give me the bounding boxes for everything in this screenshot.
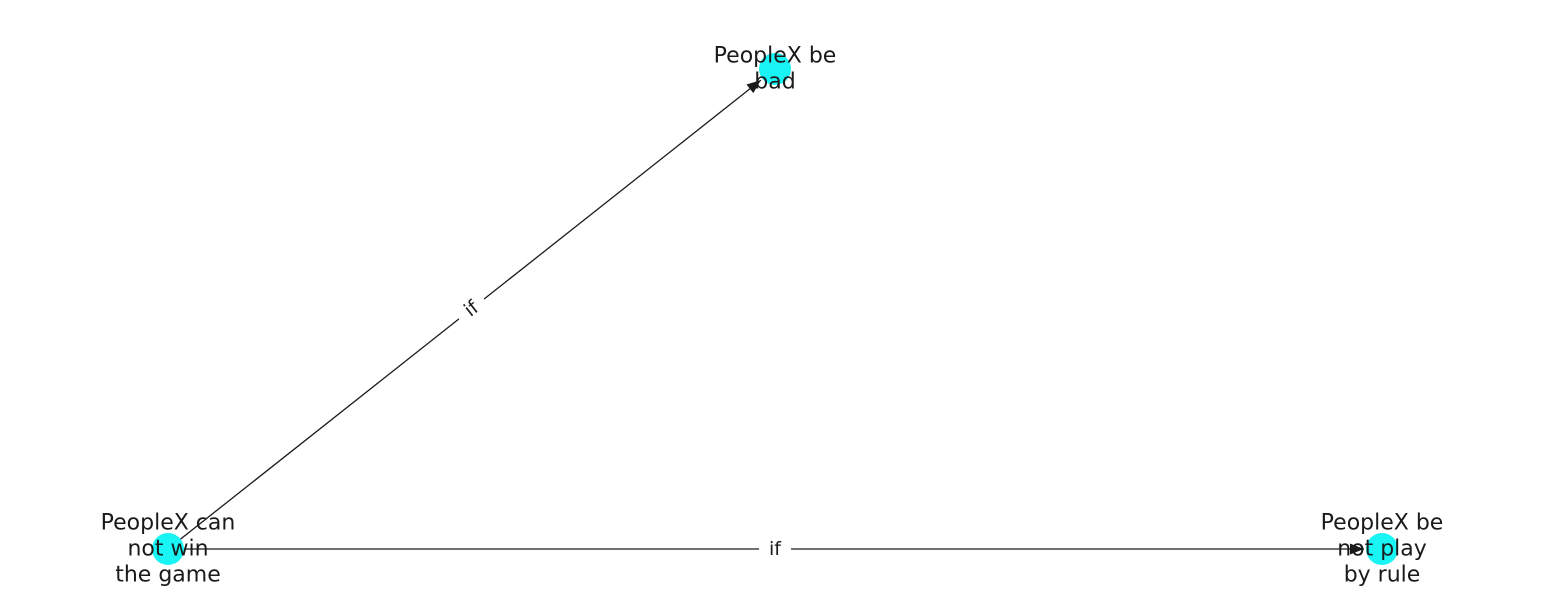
arrow-head-icon <box>746 80 761 94</box>
node-label-line: bad <box>754 70 795 95</box>
arrow-head-icon <box>1350 543 1364 555</box>
node-label-line: PeopleX be <box>714 44 837 69</box>
node-label-line: PeopleX can <box>101 511 236 536</box>
edges-layer <box>167 79 1364 555</box>
node-label-line: by rule <box>1344 563 1421 588</box>
node-n3-label: PeopleX be not play by rule <box>1321 511 1444 588</box>
node-label-line: not win <box>127 537 208 562</box>
node-label-line: PeopleX be <box>1321 511 1444 536</box>
node-n3-circle <box>1366 533 1398 565</box>
edge-label: if <box>769 538 782 560</box>
node-n2-circle <box>152 533 184 565</box>
nodes-layer <box>152 53 1398 565</box>
node-label-line: not play <box>1337 537 1427 562</box>
node-label-line: the game <box>115 563 221 588</box>
edge-label-background <box>450 288 493 330</box>
node-n1-circle <box>759 53 791 85</box>
edge-label-group: if <box>759 536 791 562</box>
edge-label-background <box>759 536 791 562</box>
edge-label-group: if <box>450 288 493 330</box>
node-n2-label: PeopleX can not win the game <box>101 511 236 588</box>
node-n1-label: PeopleX be bad <box>714 44 837 95</box>
